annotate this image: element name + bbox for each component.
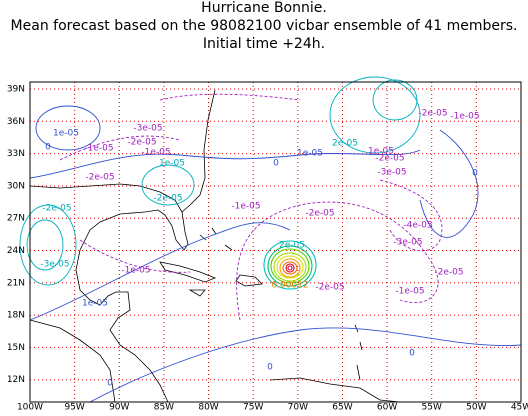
x-tick-label: 90W [109,403,129,413]
hurricane-core [263,240,317,290]
y-tick-label: 12N [7,375,25,385]
contour-label: -2e-05 [434,268,463,278]
contour-label: -2e-05 [85,173,114,183]
contour-label: -2e-05 [418,109,447,119]
contour-label: 0 [409,349,415,359]
x-tick-label: 60W [377,403,397,413]
x-tick-label: 65W [332,403,352,413]
contour-label: -3e-05 [393,238,422,248]
contour-label: 2e-05 [279,241,305,251]
contour-label: -3e-05 [133,124,162,134]
contour-label: 0 [267,363,273,373]
title-line: Mean forecast based on the 98082100 vicb… [11,18,518,34]
contour-label: 0 [273,159,279,169]
y-tick-label: 36N [7,117,25,127]
contour-label: -2e-05 [127,138,156,148]
y-tick-label: 15N [7,343,25,353]
y-tick-label: 24N [7,246,25,256]
contour-label: -2e-05 [315,283,344,293]
x-tick-label: 100W [17,403,43,413]
contour-label: 1e-05 [297,149,323,159]
contour-label: 1e-05 [82,299,108,309]
contour-label: 1e-05 [159,159,185,169]
contour-label: 0.00012 [271,281,308,291]
contour-label: -2e-05 [305,209,334,219]
x-tick-label: 80W [198,403,218,413]
contours [19,76,522,403]
contour-label: -1e-05 [121,266,150,276]
contour-label: -2e-05 [375,154,404,164]
contour-label: -2e-05 [42,204,71,214]
contour-label: -1e-05 [141,148,170,158]
contour-label: 1e-05 [53,129,79,139]
y-tick-label: 39N [7,85,25,95]
y-tick-label: 21N [7,278,25,288]
coastline [29,89,401,403]
contour-label: -1e-05 [84,144,113,154]
y-tick-label: 18N [7,311,25,321]
x-tick-label: 70W [288,403,308,413]
contour-label: -1e-05 [231,202,260,212]
contour-label: 0 [107,379,113,389]
title-line: Hurricane Bonnie. [201,0,327,16]
contour-label: -4e-05 [403,221,432,231]
contour-label: 1e-05 [368,147,394,157]
contour-label: -2e-05 [153,194,182,204]
x-tick-label: 75W [243,403,263,413]
frame [29,81,522,403]
contour-label: -3e-05 [377,168,406,178]
x-tick-label: 95W [64,403,84,413]
contour-label: -1e-05 [395,287,424,297]
contour-label: -3e-05 [40,260,69,270]
y-tick-label: 33N [7,149,25,159]
y-tick-label: 30N [7,181,25,191]
x-tick-label: 55W [422,403,442,413]
x-tick-label: 85W [154,403,174,413]
x-tick-label: 45W [511,403,528,413]
y-tick-label: 27N [7,214,25,224]
contour-label: 0 [472,169,478,179]
title-line: Initial time +24h. [203,36,325,52]
contour-label: 0 [45,143,51,153]
contour-label: -1e-05 [450,112,479,122]
contour-label: 2e-05 [332,139,358,149]
x-tick-label: 50W [466,403,486,413]
